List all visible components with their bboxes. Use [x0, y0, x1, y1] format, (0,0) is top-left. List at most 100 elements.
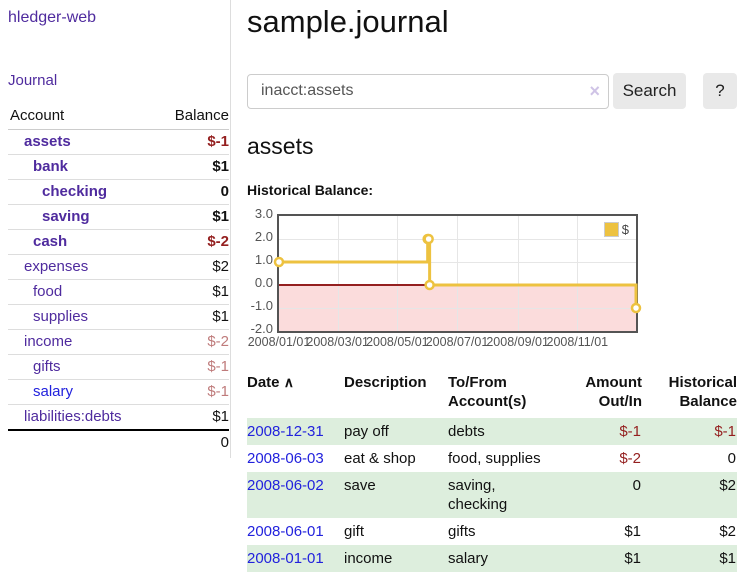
account-row: saving $1 [8, 204, 229, 230]
account-link-supplies[interactable]: supplies [33, 308, 89, 325]
account-row: supplies $1 [8, 304, 229, 330]
account-row: gifts $-1 [8, 354, 229, 380]
v-gridline [457, 216, 458, 331]
account-link-cash[interactable]: cash [33, 233, 68, 250]
search-input-wrap: × [247, 73, 609, 109]
data-point [630, 302, 642, 314]
register-accounts: saving, checking [448, 472, 555, 518]
register-accounts: salary [448, 545, 555, 572]
account-balance: $1 [157, 154, 229, 180]
y-tick-label: 3.0 [254, 206, 273, 221]
register-date-link[interactable]: 2008-06-03 [247, 450, 324, 467]
account-row: expenses $2 [8, 254, 229, 280]
account-row: liabilities:debts $1 [8, 404, 229, 430]
help-button[interactable]: ? [703, 73, 737, 109]
accounts-total-value: 0 [157, 429, 229, 455]
account-link-salary[interactable]: salary [33, 383, 74, 400]
register-row: 2008-01-01 income salary $1 $1 [247, 545, 737, 572]
register-header-date-label: Date [247, 374, 280, 391]
legend-label: $ [621, 222, 629, 237]
accounts-total-row: 0 [8, 429, 229, 455]
y-tick-label: 1.0 [254, 252, 273, 267]
accounts-header-row: Account Balance [8, 105, 229, 130]
app-title-link[interactable]: hledger-web [8, 9, 97, 26]
main-content: sample.journal × Search ? assets Histori… [247, 0, 740, 572]
sidebar-item-journal[interactable]: Journal [8, 72, 58, 89]
register-amount: $1 [555, 545, 642, 572]
account-row: food $1 [8, 279, 229, 305]
register-description: gift [344, 523, 365, 540]
account-row: assets $-1 [8, 129, 229, 155]
register-date-link[interactable]: 2008-12-31 [247, 423, 324, 440]
y-tick-label: -2.0 [250, 321, 273, 336]
register-date-link[interactable]: 2008-06-01 [247, 523, 324, 540]
v-gridline [517, 216, 519, 331]
account-balance: $-1 [157, 379, 229, 405]
account-balance: $2 [157, 254, 229, 280]
register-balance: $2 [642, 472, 737, 518]
account-balance: $-1 [157, 129, 229, 155]
legend-swatch [603, 222, 619, 237]
accounts-header-account: Account [8, 105, 158, 130]
register-row: 2008-06-02 save saving, checking 0 $2 [247, 472, 737, 518]
account-row: bank $1 [8, 154, 229, 180]
register-tbody: 2008-12-31 pay off debts $-1 $-1 2008-06-03 ea… [247, 418, 737, 572]
x-tick-label: 2008/03/01 [306, 335, 369, 349]
x-tick-label: 2008/09/01 [486, 335, 549, 349]
account-balance: $1 [157, 279, 229, 305]
y-tick-label: -1.0 [250, 298, 273, 313]
account-link-food[interactable]: food [33, 283, 63, 300]
account-row: cash $-2 [8, 229, 229, 255]
register-description: save [344, 472, 448, 518]
account-link-liabilities-debts[interactable]: liabilities:debts [24, 408, 122, 425]
register-description: income [344, 545, 448, 572]
account-link-assets[interactable]: assets [24, 133, 71, 150]
register-description: pay off [344, 418, 448, 445]
data-point [424, 279, 435, 291]
register-date-link[interactable]: 2008-06-02 [247, 477, 324, 494]
account-balance: $1 [157, 204, 229, 230]
chart-legend: $ [601, 221, 631, 238]
register-accounts: debts [448, 418, 555, 445]
register-balance: 0 [727, 450, 736, 467]
sort-asc-icon: ∧ [283, 374, 294, 390]
x-tick-label: 2008/05/01 [366, 335, 429, 349]
account-balance: $1 [157, 304, 229, 330]
account-balance: 0 [157, 179, 229, 205]
x-tick-label: 2008/07/01 [425, 335, 489, 349]
v-gridline [337, 216, 339, 331]
register-accounts: food, supplies [448, 450, 541, 467]
register-balance: $2 [719, 523, 736, 540]
register-date-link[interactable]: 2008-01-01 [247, 550, 324, 567]
register-amount: $1 [624, 523, 641, 540]
account-link-income[interactable]: income [24, 333, 73, 350]
account-link-checking[interactable]: checking [42, 183, 108, 200]
accounts-tbody: assets $-1 bank $1 checking 0 saving $1 cash $-2 e… [8, 129, 229, 430]
account-balance: $-1 [157, 354, 229, 380]
register-amount: $-1 [555, 418, 642, 445]
register-balance: $1 [642, 545, 737, 572]
y-tick-label: 0.0 [254, 275, 273, 290]
search-button[interactable]: Search [613, 73, 686, 109]
y-tick-label: 2.0 [254, 229, 273, 244]
register-header-balance: Historical Balance [668, 374, 737, 410]
account-balance: $-2 [157, 329, 229, 355]
register-row: 2008-12-31 pay off debts $-1 $-1 [247, 418, 737, 445]
chart-title: Historical Balance: [247, 182, 374, 198]
clear-search-icon[interactable]: × [589, 80, 600, 101]
account-link-gifts[interactable]: gifts [33, 358, 61, 375]
historical-balance-chart: $ 3.0 2.0 1.0 0.0 -1.0 -2.0 2008/01/01 2008/03… [247, 206, 667, 357]
account-balance: $1 [157, 404, 229, 430]
chart-plot: $ [273, 214, 642, 333]
search-input[interactable] [247, 73, 609, 109]
v-gridline [397, 216, 399, 331]
register-header-accounts: To/From Account(s) [448, 374, 527, 410]
v-gridline [577, 216, 579, 331]
account-link-saving[interactable]: saving [42, 208, 90, 225]
register-table: Date ∧ Description To/From Account(s) Am… [247, 371, 737, 572]
register-header-date[interactable]: Date ∧ [247, 371, 344, 418]
account-row: checking 0 [8, 179, 229, 205]
account-link-expenses[interactable]: expenses [24, 258, 89, 275]
account-link-bank[interactable]: bank [33, 158, 69, 175]
